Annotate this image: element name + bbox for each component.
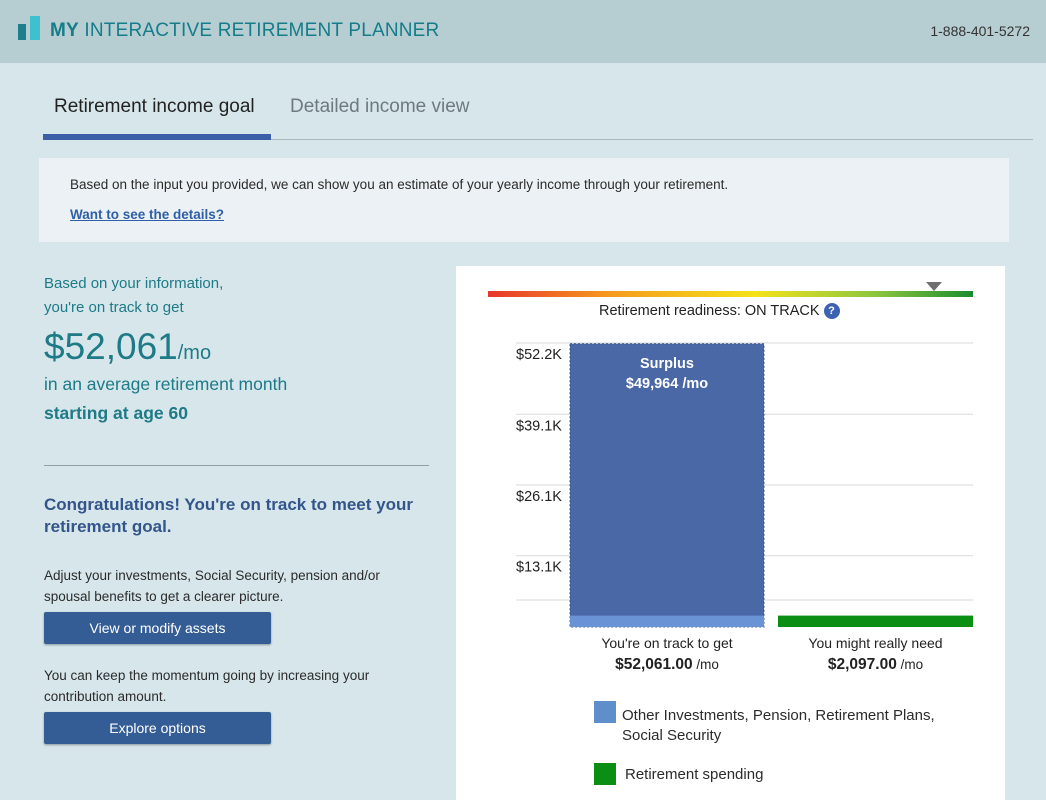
adjust-text: Adjust your investments, Social Security… — [44, 568, 380, 604]
legend-label-investments-1: Other Investments, Pension, Retirement P… — [622, 707, 935, 724]
category-value-unit: /mo — [897, 657, 923, 672]
y-tick-label: $52.2K — [516, 347, 562, 363]
monthly-amount-value: $52,061 — [44, 326, 178, 367]
momentum-text: You can keep the momentum going by incre… — [44, 668, 370, 704]
bar-on-track — [569, 343, 765, 628]
readiness-gradient-bar — [488, 291, 973, 297]
surplus-label: Surplus — [640, 356, 694, 372]
surplus-value: $49,964 /mo — [626, 376, 708, 392]
category-label: You're on track to get — [601, 635, 732, 651]
readiness-marker-icon — [926, 282, 943, 291]
y-tick-label: $39.1K — [516, 418, 562, 434]
summary-line-2: you're on track to get — [44, 299, 184, 316]
see-details-link[interactable]: Want to see the details? — [70, 207, 225, 222]
congrats-heading: Congratulations! You're on track to meet… — [44, 495, 413, 536]
divider — [44, 465, 429, 466]
income-chart: $52.2K $39.1K $26.1K $13.1K Surplus $49,964 /… — [516, 342, 973, 673]
y-tick-label: $13.1K — [516, 560, 562, 576]
starting-age-text: starting at age 60 — [44, 403, 188, 423]
monthly-amount-unit: /mo — [177, 342, 212, 364]
tab-detailed-income-view[interactable]: Detailed income view — [290, 96, 470, 117]
view-modify-assets-button[interactable]: View or modify assets — [44, 612, 271, 644]
readiness-label: Retirement readiness: ON TRACK? — [599, 303, 840, 320]
app-title: MY INTERACTIVE RETIREMENT PLANNER — [50, 20, 440, 41]
legend-swatch-spending — [594, 763, 616, 785]
bar-on-track-base — [570, 615, 764, 627]
chart-panel: Retirement readiness: ON TRACK? $52.2K $3… — [456, 266, 1005, 800]
phone-number[interactable]: 1-888-401-5272 — [930, 23, 1030, 39]
info-banner: Based on the input you provided, we can … — [39, 158, 1009, 242]
legend-swatch-investments — [594, 701, 616, 723]
explore-options-button[interactable]: Explore options — [44, 712, 271, 744]
tab-bar: Retirement income goal Detailed income v… — [43, 92, 1033, 140]
top-bar: MY INTERACTIVE RETIREMENT PLANNER 1-888-… — [0, 0, 1046, 63]
info-text: Based on the input you provided, we can … — [70, 177, 729, 192]
category-value: $52,061.00 /mo — [615, 656, 719, 673]
legend-label-spending: Retirement spending — [625, 766, 764, 783]
summary-section: Based on your information, you're on tra… — [44, 272, 429, 424]
y-tick-label: $26.1K — [516, 489, 562, 505]
category-value-amount: $2,097.00 — [828, 656, 897, 673]
category-label: You might really need — [808, 635, 942, 651]
tab-retirement-income-goal[interactable]: Retirement income goal — [54, 96, 255, 117]
legend-label-investments-2: Social Security — [622, 727, 722, 744]
category-value-unit: /mo — [693, 657, 719, 672]
monthly-amount: $52,061/mo — [44, 326, 429, 368]
category-value-amount: $52,061.00 — [615, 656, 693, 673]
help-icon[interactable]: ? — [823, 303, 840, 320]
average-month-text: in an average retirement month — [44, 374, 288, 394]
summary-line-1: Based on your information, — [44, 275, 224, 292]
logo-icon — [18, 16, 42, 40]
category-value: $2,097.00 /mo — [828, 656, 923, 673]
active-tab-indicator — [43, 134, 271, 140]
bar-might-need — [778, 615, 973, 627]
